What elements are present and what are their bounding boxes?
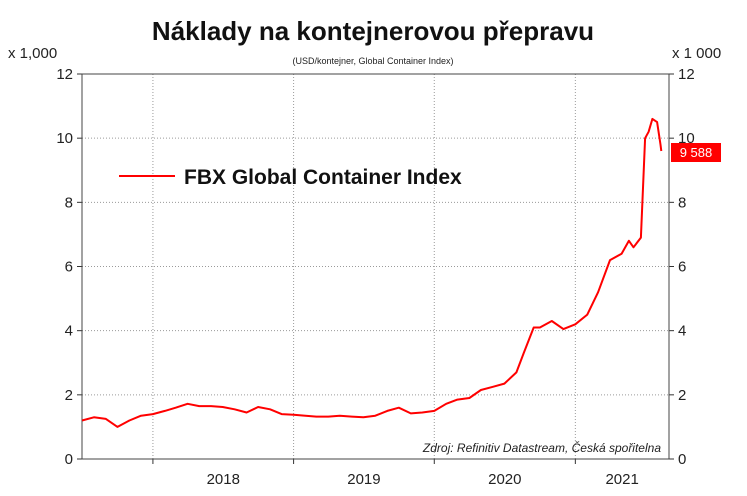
tick-labels: 0 0 2 2 4 4 6 6 8 8 10 10 12 12 2018 2019 2020 2021: [56, 66, 694, 488]
last-value-badge: 9 588: [671, 143, 721, 162]
last-value-background: [671, 143, 721, 162]
series-line: [81, 117, 663, 428]
y-unit-left: x 1,000: [8, 45, 57, 62]
y-tick-label-right: 8: [678, 194, 686, 211]
axes: [77, 73, 674, 464]
y-tick-label-right: 12: [678, 66, 695, 83]
x-tick-label: 2018: [207, 471, 240, 488]
grid: [82, 74, 669, 459]
y-tick-label-left: 10: [56, 130, 73, 147]
y-tick-label-left: 0: [65, 451, 73, 468]
x-tick-label: 2020: [488, 471, 521, 488]
y-tick-label-left: 2: [65, 387, 73, 404]
y-tick-label-left: 4: [65, 323, 73, 340]
source-note: Zdroj: Refinitiv Datastream, Česká spoři…: [422, 440, 661, 455]
y-tick-label-right: 4: [678, 323, 686, 340]
x-tick-label: 2021: [605, 471, 638, 488]
last-value-label: 9 588: [680, 145, 713, 160]
y-tick-label-left: 6: [65, 259, 73, 276]
plot-frame: [81, 73, 670, 460]
legend: FBX Global Container Index: [119, 166, 462, 189]
y-unit-right: x 1 000: [672, 45, 721, 62]
y-tick-label-right: 10: [678, 130, 695, 147]
y-tick-label-left: 12: [56, 66, 73, 83]
legend-label: FBX Global Container Index: [184, 166, 462, 189]
chart-subtitle: (USD/kontejner, Global Container Index): [292, 56, 453, 66]
x-tick-label: 2019: [347, 471, 380, 488]
y-tick-label-right: 6: [678, 259, 686, 276]
y-tick-label-right: 0: [678, 451, 686, 468]
chart-title: Náklady na kontejnerovou přepravu: [152, 16, 594, 46]
series-layer: [81, 117, 663, 428]
y-tick-label-left: 8: [65, 194, 73, 211]
y-tick-label-right: 2: [678, 387, 686, 404]
